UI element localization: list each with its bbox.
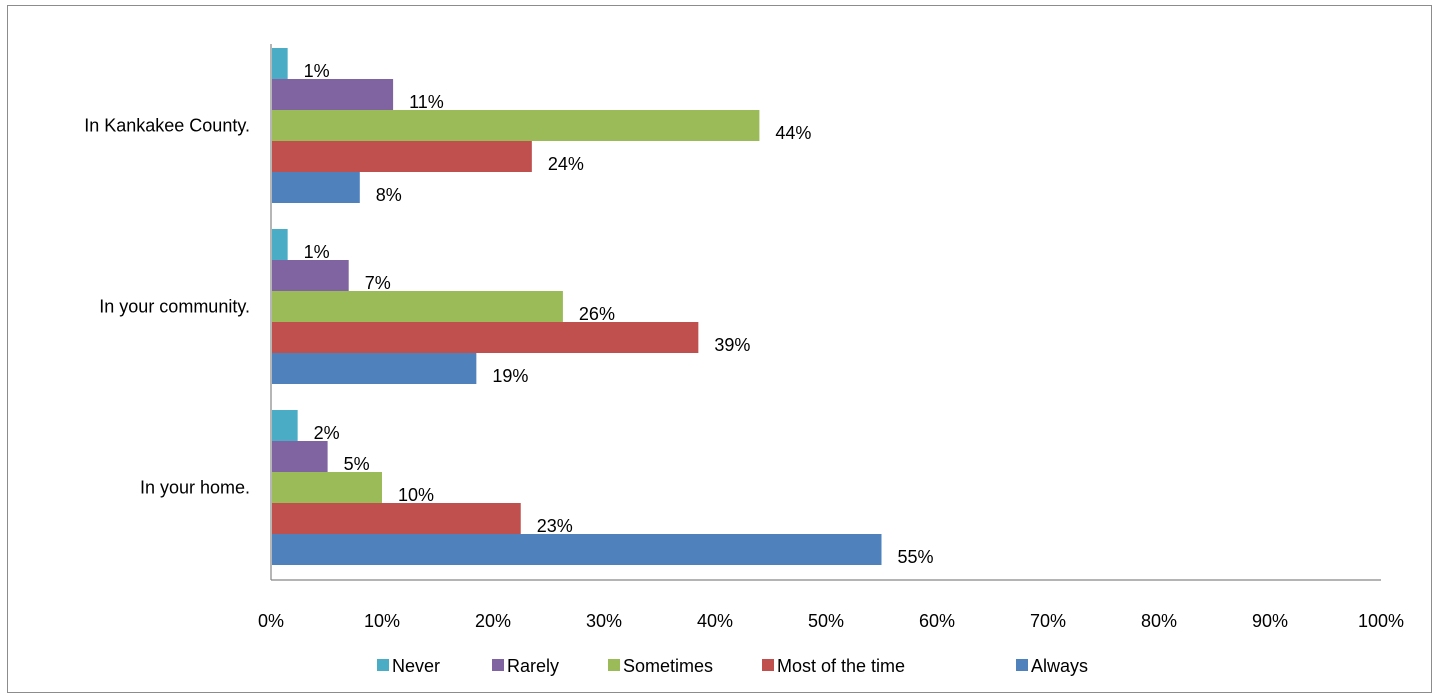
bar-most-of-the-time-in-your-community (272, 322, 699, 353)
bar-never-in-your-home (272, 410, 298, 441)
data-label-never-in-your-home: 2% (314, 423, 340, 443)
data-label-most-of-the-time-in-your-home: 23% (537, 516, 573, 536)
category-label-in-kankakee-county: In Kankakee County. (84, 116, 250, 136)
data-label-never-in-your-community: 1% (304, 242, 330, 262)
bar-sometimes-in-your-home (272, 472, 382, 503)
data-label-sometimes-in-kankakee-county: 44% (775, 123, 811, 143)
bar-rarely-in-your-home (272, 441, 328, 472)
x-tick-label: 80% (1141, 611, 1177, 631)
bar-always-in-your-community (272, 353, 477, 384)
data-label-always-in-kankakee-county: 8% (376, 185, 402, 205)
chart-frame: 1% 11% 44% 24% 8% 1% 7% 26% 39% 19% 2% 5% 10% 23% 55% … (7, 5, 1432, 693)
x-tick-label: 40% (697, 611, 733, 631)
data-label-most-of-the-time-in-kankakee-county: 24% (548, 154, 584, 174)
bar-always-in-your-home (272, 534, 882, 565)
legend-swatch-always (1016, 659, 1028, 671)
bar-never-in-kankakee-county (272, 48, 288, 79)
data-label-sometimes-in-your-home: 10% (398, 485, 434, 505)
data-label-rarely-in-your-community: 7% (365, 273, 391, 293)
x-tick-label: 60% (919, 611, 955, 631)
data-label-always-in-your-home: 55% (898, 547, 934, 567)
bar-rarely-in-your-community (272, 260, 349, 291)
x-tick-label: 90% (1252, 611, 1288, 631)
data-label-rarely-in-your-home: 5% (344, 454, 370, 474)
data-label-never-in-kankakee-county: 1% (304, 61, 330, 81)
legend-label-most-of-the-time: Most of the time (777, 656, 905, 676)
data-label-most-of-the-time-in-your-community: 39% (714, 335, 750, 355)
x-tick-label: 100% (1358, 611, 1404, 631)
x-tick-label: 20% (475, 611, 511, 631)
axes-layer: In Kankakee County. In your community. In … (84, 44, 1404, 631)
x-tick-label: 10% (364, 611, 400, 631)
x-tick-label: 70% (1030, 611, 1066, 631)
x-tick-label: 0% (258, 611, 284, 631)
data-label-rarely-in-kankakee-county: 11% (409, 92, 444, 112)
bar-most-of-the-time-in-your-home (272, 503, 521, 534)
bar-most-of-the-time-in-kankakee-county (272, 141, 532, 172)
data-labels-layer: 1% 11% 44% 24% 8% 1% 7% 26% 39% 19% 2%5% 10% 23% 55% (304, 61, 934, 567)
legend-label-always: Always (1031, 656, 1088, 676)
bar-rarely-in-kankakee-county (272, 79, 394, 110)
category-label-in-your-community: In your community. (99, 297, 250, 317)
bars-layer (272, 48, 882, 565)
bar-never-in-your-community (272, 229, 288, 260)
bar-sometimes-in-kankakee-county (272, 110, 760, 141)
legend: Never Rarely Sometimes Most of the time Alwa… (377, 656, 1088, 676)
x-tick-label: 30% (586, 611, 622, 631)
legend-label-sometimes: Sometimes (623, 656, 713, 676)
legend-label-rarely: Rarely (507, 656, 559, 676)
legend-swatch-most-of-the-time (762, 659, 774, 671)
category-label-in-your-home: In your home. (140, 478, 250, 498)
bar-sometimes-in-your-community (272, 291, 563, 322)
data-label-always-in-your-community: 19% (492, 366, 528, 386)
legend-swatch-sometimes (608, 659, 620, 671)
data-label-sometimes-in-your-community: 26% (579, 304, 615, 324)
x-tick-label: 50% (808, 611, 844, 631)
bar-always-in-kankakee-county (272, 172, 360, 203)
bar-chart: 1%11%44%24%8%1%7%26%39%19%2%5%10%23%55% … (84, 44, 1404, 676)
legend-swatch-never (377, 659, 389, 671)
legend-label-never: Never (392, 656, 440, 676)
legend-swatch-rarely (492, 659, 504, 671)
